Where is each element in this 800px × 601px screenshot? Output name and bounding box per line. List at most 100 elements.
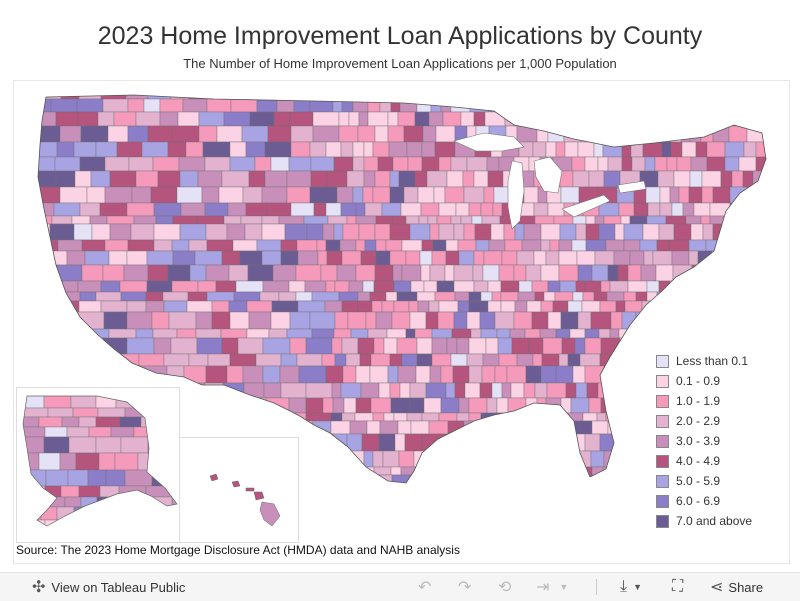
county-shape[interactable] — [533, 202, 549, 217]
alaska-borough-shape[interactable] — [78, 485, 101, 498]
county-shape[interactable] — [355, 365, 371, 384]
county-shape[interactable] — [145, 300, 165, 313]
county-shape[interactable] — [471, 215, 483, 225]
county-shape[interactable] — [355, 264, 376, 282]
county-shape[interactable] — [405, 215, 420, 225]
county-shape[interactable] — [572, 365, 586, 384]
county-shape[interactable] — [609, 328, 620, 339]
county-shape[interactable] — [350, 328, 369, 339]
county-shape[interactable] — [86, 186, 106, 204]
county-shape[interactable] — [500, 300, 516, 313]
county-shape[interactable] — [145, 291, 164, 302]
county-shape[interactable] — [232, 239, 258, 252]
county-shape[interactable] — [671, 250, 690, 266]
county-shape[interactable] — [407, 156, 423, 172]
county-shape[interactable] — [220, 328, 248, 339]
county-shape[interactable] — [546, 382, 567, 399]
county-shape[interactable] — [558, 353, 569, 367]
hawaii-maui[interactable] — [253, 491, 265, 501]
county-shape[interactable] — [506, 365, 527, 384]
county-shape[interactable] — [352, 141, 365, 158]
county-shape[interactable] — [504, 239, 523, 252]
county-shape[interactable] — [516, 250, 535, 266]
county-shape[interactable] — [501, 382, 512, 399]
county-shape[interactable] — [420, 264, 431, 282]
county-shape[interactable] — [445, 239, 459, 252]
county-shape[interactable] — [404, 433, 423, 452]
county-shape[interactable] — [78, 300, 102, 313]
alaska-borough-shape[interactable] — [39, 496, 66, 508]
county-shape[interactable] — [577, 264, 593, 282]
county-shape[interactable] — [433, 186, 446, 204]
county-shape[interactable] — [216, 125, 243, 143]
county-shape[interactable] — [228, 300, 248, 313]
county-shape[interactable] — [570, 397, 590, 414]
county-shape[interactable] — [389, 170, 400, 188]
alaska-borough-shape[interactable] — [21, 392, 45, 409]
county-shape[interactable] — [340, 202, 357, 217]
county-shape[interactable] — [539, 328, 557, 339]
county-shape[interactable] — [416, 337, 433, 355]
alaska-borough-shape[interactable] — [21, 485, 46, 498]
county-shape[interactable] — [523, 186, 539, 204]
county-shape[interactable] — [585, 223, 600, 241]
county-shape[interactable] — [264, 170, 288, 188]
county-shape[interactable] — [79, 291, 97, 302]
county-shape[interactable] — [172, 250, 196, 266]
county-shape[interactable] — [59, 125, 82, 143]
county-shape[interactable] — [341, 337, 359, 355]
county-shape[interactable] — [355, 239, 366, 252]
county-shape[interactable] — [496, 397, 509, 414]
county-shape[interactable] — [362, 280, 375, 293]
county-shape[interactable] — [532, 141, 547, 158]
county-shape[interactable] — [454, 291, 470, 302]
county-shape[interactable] — [392, 215, 407, 225]
county-shape[interactable] — [668, 239, 690, 252]
county-shape[interactable] — [147, 125, 173, 143]
county-shape[interactable] — [409, 397, 425, 414]
county-shape[interactable] — [458, 397, 470, 414]
alaska-borough-shape[interactable] — [38, 452, 61, 471]
county-shape[interactable] — [180, 202, 206, 217]
county-shape[interactable] — [410, 280, 425, 293]
county-shape[interactable] — [373, 337, 385, 355]
alaska-borough-shape[interactable] — [72, 407, 99, 418]
county-shape[interactable] — [196, 215, 225, 225]
county-shape[interactable] — [598, 328, 611, 339]
view-on-tableau-link[interactable]: ✣ View on Tableau Public — [32, 573, 185, 601]
county-shape[interactable] — [276, 98, 295, 113]
county-shape[interactable] — [204, 156, 231, 172]
county-shape[interactable] — [701, 170, 722, 188]
county-shape[interactable] — [645, 186, 661, 204]
county-shape[interactable] — [168, 311, 197, 330]
county-shape[interactable] — [490, 223, 505, 241]
county-shape[interactable] — [398, 450, 415, 468]
alaska-borough-shape[interactable] — [126, 519, 155, 532]
alaska-borough-shape[interactable] — [99, 485, 120, 498]
county-shape[interactable] — [688, 239, 707, 252]
county-shape[interactable] — [555, 365, 574, 384]
alaska-borough-shape[interactable] — [64, 496, 82, 508]
county-shape[interactable] — [325, 280, 336, 293]
county-shape[interactable] — [363, 141, 374, 158]
county-shape[interactable] — [403, 186, 419, 204]
county-shape[interactable] — [445, 250, 460, 266]
county-shape[interactable] — [155, 215, 174, 225]
county-shape[interactable] — [590, 311, 612, 330]
county-shape[interactable] — [188, 353, 209, 367]
county-shape[interactable] — [431, 250, 447, 266]
county-shape[interactable] — [485, 337, 499, 355]
county-shape[interactable] — [296, 239, 318, 252]
county-shape[interactable] — [54, 156, 81, 172]
county-shape[interactable] — [428, 300, 440, 313]
county-shape[interactable] — [153, 337, 172, 355]
county-shape[interactable] — [289, 111, 314, 127]
county-shape[interactable] — [434, 141, 456, 158]
alaska-borough-shape[interactable] — [154, 506, 179, 521]
county-shape[interactable] — [333, 156, 354, 172]
county-shape[interactable] — [397, 365, 417, 384]
county-shape[interactable] — [346, 215, 357, 225]
county-shape[interactable] — [242, 365, 264, 384]
county-shape[interactable] — [284, 223, 308, 241]
county-shape[interactable] — [676, 156, 692, 172]
